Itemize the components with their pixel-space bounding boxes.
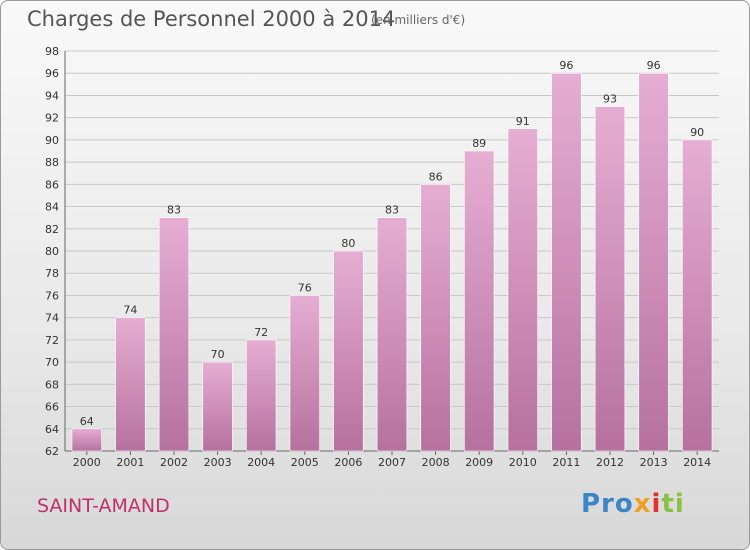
y-tick-label: 64 bbox=[45, 423, 59, 436]
data-label-2012: 93 bbox=[603, 93, 617, 106]
x-tick-label: 2007 bbox=[378, 456, 406, 469]
bar-2005 bbox=[289, 295, 320, 452]
y-tick-label: 80 bbox=[45, 245, 59, 258]
y-tick-label: 92 bbox=[45, 112, 59, 125]
commune-name: SAINT-AMAND bbox=[37, 495, 170, 517]
y-tick-label: 70 bbox=[45, 356, 59, 369]
bar-2009 bbox=[464, 150, 495, 452]
data-label-2008: 86 bbox=[429, 170, 443, 183]
data-label-2005: 76 bbox=[298, 281, 312, 294]
data-label-2009: 89 bbox=[472, 137, 486, 150]
data-label-2007: 83 bbox=[385, 204, 399, 217]
bar-2003 bbox=[202, 361, 233, 452]
bars bbox=[71, 72, 713, 452]
data-label-2002: 83 bbox=[167, 204, 181, 217]
data-label-2001: 74 bbox=[123, 304, 137, 317]
x-tick-label: 2013 bbox=[640, 456, 668, 469]
y-tick-label: 78 bbox=[45, 267, 59, 280]
bar-2013 bbox=[638, 72, 669, 452]
bar-2006 bbox=[333, 250, 364, 452]
x-tick-label: 2012 bbox=[596, 456, 624, 469]
y-tick-label: 94 bbox=[45, 89, 59, 102]
y-tick-label: 82 bbox=[45, 223, 59, 236]
bar-2002 bbox=[158, 217, 190, 452]
y-tick-label: 68 bbox=[45, 378, 59, 391]
x-tick-label: 2003 bbox=[204, 456, 232, 469]
x-tick-label: 2000 bbox=[73, 456, 101, 469]
labels: 62 64 66 68 70 72 74 76 78 80 82 84 86 88 90 92 94 96 98 20… bbox=[45, 45, 711, 469]
data-label-2014: 90 bbox=[690, 126, 704, 139]
y-tick-label: 84 bbox=[45, 201, 59, 214]
chart-subtitle: (en milliers d'€) bbox=[371, 13, 466, 27]
data-label-2013: 96 bbox=[647, 59, 661, 72]
data-label-2000: 64 bbox=[80, 415, 94, 428]
x-tick-label: 2001 bbox=[116, 456, 144, 469]
y-tick-label: 66 bbox=[45, 401, 59, 414]
logo-part-3: i bbox=[651, 489, 662, 519]
bar-2012 bbox=[594, 106, 626, 452]
chart-title: Charges de Personnel 2000 à 2014 bbox=[27, 7, 396, 31]
bar-2000 bbox=[71, 428, 102, 452]
x-tick-label: 2011 bbox=[552, 456, 580, 469]
bar-2014 bbox=[682, 139, 713, 452]
data-label-2003: 70 bbox=[211, 348, 225, 361]
x-tick-label: 2006 bbox=[334, 456, 362, 469]
bar-2001 bbox=[115, 317, 146, 452]
logo-part-1: Pro bbox=[581, 489, 634, 519]
data-label-2011: 96 bbox=[559, 59, 573, 72]
y-tick-label: 74 bbox=[45, 312, 59, 325]
bar-2010 bbox=[507, 128, 538, 452]
y-tick-label: 62 bbox=[45, 445, 59, 458]
data-label-2006: 80 bbox=[341, 237, 355, 250]
logo-part-2: x bbox=[633, 489, 652, 519]
y-tick-label: 98 bbox=[45, 45, 59, 58]
data-label-2010: 91 bbox=[516, 115, 530, 128]
x-tick-label: 2002 bbox=[160, 456, 188, 469]
y-tick-label: 96 bbox=[45, 67, 59, 80]
proxiti-logo: Proxiti bbox=[581, 489, 685, 519]
x-tick-label: 2004 bbox=[247, 456, 275, 469]
x-tick-label: 2009 bbox=[465, 456, 493, 469]
x-tick-label: 2005 bbox=[291, 456, 319, 469]
bar-2004 bbox=[246, 339, 277, 452]
x-tick-label: 2010 bbox=[509, 456, 537, 469]
x-tick-label: 2008 bbox=[422, 456, 450, 469]
x-tick-label: 2014 bbox=[683, 456, 711, 469]
data-label-2004: 72 bbox=[254, 326, 268, 339]
y-tick-label: 86 bbox=[45, 178, 59, 191]
bar-2011 bbox=[551, 72, 582, 452]
bar-2007 bbox=[376, 217, 408, 452]
y-tick-label: 90 bbox=[45, 134, 59, 147]
logo-part-4: ti bbox=[661, 489, 685, 519]
y-tick-label: 72 bbox=[45, 334, 59, 347]
bar-2008 bbox=[420, 184, 451, 452]
y-tick-label: 88 bbox=[45, 156, 59, 169]
y-tick-label: 76 bbox=[45, 289, 59, 302]
